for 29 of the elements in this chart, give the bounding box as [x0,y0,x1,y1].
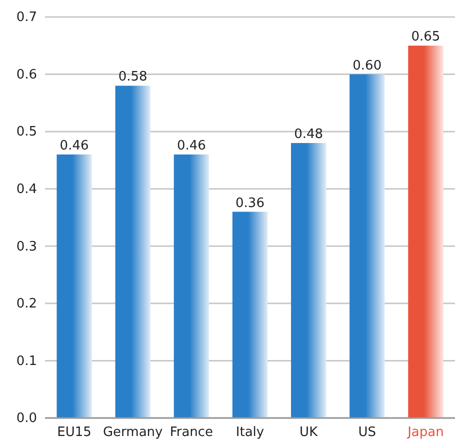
data-label: 0.60 [352,58,382,74]
y-tick-label: 0.7 [16,10,37,26]
data-label: 0.48 [294,127,324,142]
bar [232,212,268,418]
x-tick-label: EU15 [57,425,92,440]
y-tick-label: 0.0 [16,411,37,426]
x-tick-label: Japan [406,425,444,440]
bar [408,46,444,418]
data-label: 0.65 [411,30,440,45]
data-label: 0.46 [60,138,89,154]
x-tick-label: France [170,425,214,440]
y-tick-label: 0.5 [16,124,37,140]
bar [56,154,92,418]
y-tick-label: 0.4 [16,182,37,198]
x-tick-label: Germany [102,425,164,440]
y-tick-label: 0.2 [16,296,37,312]
y-tick-label: 0.6 [16,67,37,82]
bar [174,154,209,418]
x-tick-label: UK [300,425,318,440]
y-tick-label: 0.1 [16,354,37,369]
x-tick-label: Italy [236,425,264,440]
bar [291,143,326,418]
data-label: 0.58 [118,70,148,85]
x-tick-label: US [358,425,376,440]
bar [115,86,150,418]
y-tick-label: 0.3 [16,239,37,254]
data-label: 0.46 [176,138,206,154]
bar [350,74,385,418]
data-label: 0.36 [236,196,264,211]
